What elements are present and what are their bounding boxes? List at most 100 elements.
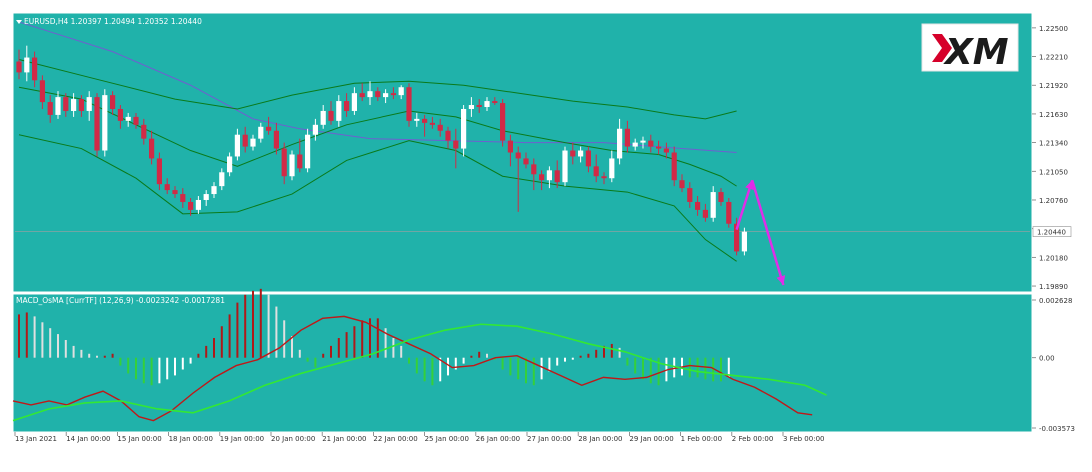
logo-background [921, 23, 1019, 72]
candle-body [437, 124, 443, 131]
candlestick [531, 158, 537, 191]
candle-body [679, 180, 685, 189]
macd-histogram-bar [470, 355, 473, 358]
candle-body [695, 201, 701, 210]
candlestick [461, 105, 467, 157]
price-tick-label: 1.22500 [1039, 25, 1068, 33]
macd-histogram-bar [704, 357, 707, 380]
price-axis: 1.22500 1.22210 1.21920 1.21630 1.21340 1.210… [1032, 25, 1072, 291]
candlestick [367, 81, 373, 106]
candle-body [219, 172, 225, 187]
candle-body [94, 97, 100, 151]
candlestick [117, 105, 123, 129]
candle-body [531, 164, 537, 175]
candlestick [156, 152, 162, 191]
macd-histogram-bar [400, 345, 403, 358]
candlestick [734, 217, 740, 256]
candlestick [507, 134, 513, 167]
candle-body [515, 152, 521, 159]
time-tick-label: 21 Jan 00:00 [322, 435, 366, 443]
candle-body [734, 223, 740, 252]
candle-body [585, 150, 591, 167]
candle-body [375, 91, 381, 98]
candle-body [741, 231, 747, 252]
xm-logo: XM [921, 23, 1019, 73]
macd-histogram-bar [447, 357, 449, 376]
candle-body [718, 192, 724, 202]
macd-histogram-bar [454, 357, 457, 370]
candle-body [328, 110, 334, 121]
candlestick [375, 87, 381, 102]
candlestick [94, 93, 100, 157]
macd-histogram-bar [88, 353, 91, 358]
macd-histogram-bar [197, 353, 200, 358]
candle-body [656, 146, 662, 149]
macd-histogram-bar [384, 328, 387, 358]
candlestick [297, 138, 303, 173]
candlestick [344, 93, 350, 117]
macd-histogram-bar [439, 357, 442, 382]
candle-body [102, 95, 108, 151]
dropdown-triangle-icon[interactable] [16, 20, 22, 24]
macd-histogram-bar [548, 357, 551, 372]
macd-histogram-bar [64, 339, 67, 358]
candlestick [718, 188, 724, 206]
candlestick [289, 150, 295, 181]
macd-histogram-bar [72, 345, 75, 358]
candlestick [726, 198, 732, 228]
candle-body [266, 126, 272, 131]
candle-body [523, 158, 529, 165]
bollinger-lower-band [18, 134, 737, 262]
macd-histogram-bar [166, 357, 169, 380]
macd-histogram-bar [517, 357, 520, 380]
macd-axis: 0.002628 0.00 -0.003573 [1032, 297, 1075, 433]
candle-body [242, 134, 248, 147]
candlestick [515, 146, 521, 212]
macd-histogram-bar [587, 353, 590, 358]
candlestick [305, 128, 311, 173]
macd-histogram-bar [18, 314, 20, 358]
macd-histogram-bar [228, 314, 231, 358]
candle-body [429, 122, 435, 125]
candlestick [617, 118, 623, 165]
macd-histogram-bar [408, 357, 410, 364]
macd-histogram-bar [376, 318, 379, 358]
candlestick [484, 97, 490, 111]
candlestick [445, 126, 451, 149]
price-pane[interactable] [12, 12, 1033, 293]
macd-histogram-bar [673, 357, 676, 378]
macd-histogram-bar [119, 357, 122, 366]
macd-histogram-bar [486, 353, 488, 358]
macd-histogram-bar [267, 294, 270, 358]
macd-histogram-bar [244, 294, 247, 358]
candle-body [227, 156, 233, 173]
macd-histogram-bar [189, 357, 192, 364]
candle-body [141, 124, 147, 139]
macd-histogram-bar [33, 316, 36, 358]
candlestick [671, 146, 677, 187]
macd-pane[interactable] [12, 293, 1033, 433]
candlestick [188, 198, 194, 216]
candlestick [687, 182, 693, 208]
macd-tick-label: 0.00 [1039, 355, 1055, 363]
candlestick [679, 174, 685, 193]
candle-body [648, 140, 654, 147]
candle-body [164, 184, 170, 191]
candlestick [71, 93, 77, 117]
candlestick [164, 178, 170, 195]
candle-body [671, 152, 677, 181]
price-tick-label: 1.21050 [1039, 168, 1068, 176]
candlestick [656, 140, 662, 155]
candlestick [24, 45, 30, 82]
price-tick-label: 1.20760 [1039, 197, 1068, 205]
candlestick [702, 203, 708, 222]
candlestick [539, 170, 545, 191]
candlestick [398, 85, 404, 100]
candle-body [289, 154, 295, 177]
price-tick-label: 1.22210 [1039, 54, 1068, 62]
candlestick [258, 122, 264, 143]
price-tick-label: 1.19890 [1039, 283, 1068, 291]
candlestick [601, 172, 607, 185]
candle-body [640, 140, 646, 143]
